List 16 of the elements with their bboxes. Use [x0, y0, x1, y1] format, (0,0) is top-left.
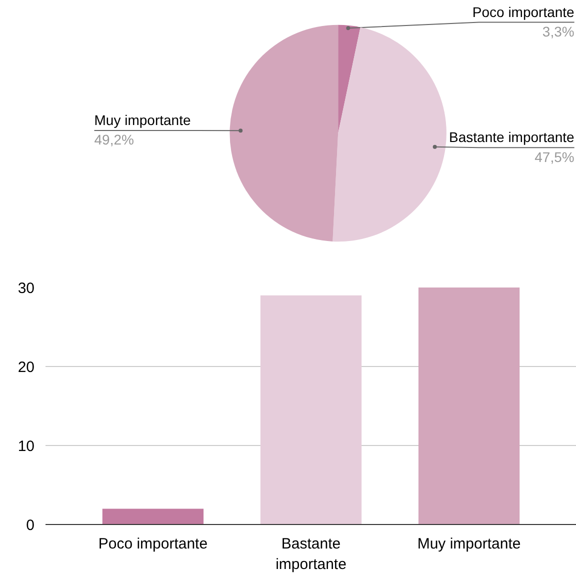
x-tick-label: Poco importante — [98, 536, 208, 552]
y-tick-label: 30 — [18, 280, 35, 297]
bar — [260, 295, 362, 524]
bar — [418, 288, 520, 524]
bar — [102, 508, 204, 524]
y-tick-label: 0 — [26, 517, 34, 534]
data-label: 3,3% — [542, 23, 574, 40]
slice-label: Bastante importante — [449, 129, 575, 146]
slice-label: Muy importante — [94, 112, 191, 128]
x-tick-label: Muy importante — [417, 536, 521, 552]
x-tick-label: Bastante importante — [276, 536, 346, 573]
data-label: 47,5% — [534, 148, 574, 165]
data-label: 49,2% — [94, 132, 134, 148]
slice-label: Poco importante — [472, 4, 575, 20]
y-tick-label: 20 — [18, 359, 35, 376]
y-tick-label: 10 — [18, 438, 35, 455]
